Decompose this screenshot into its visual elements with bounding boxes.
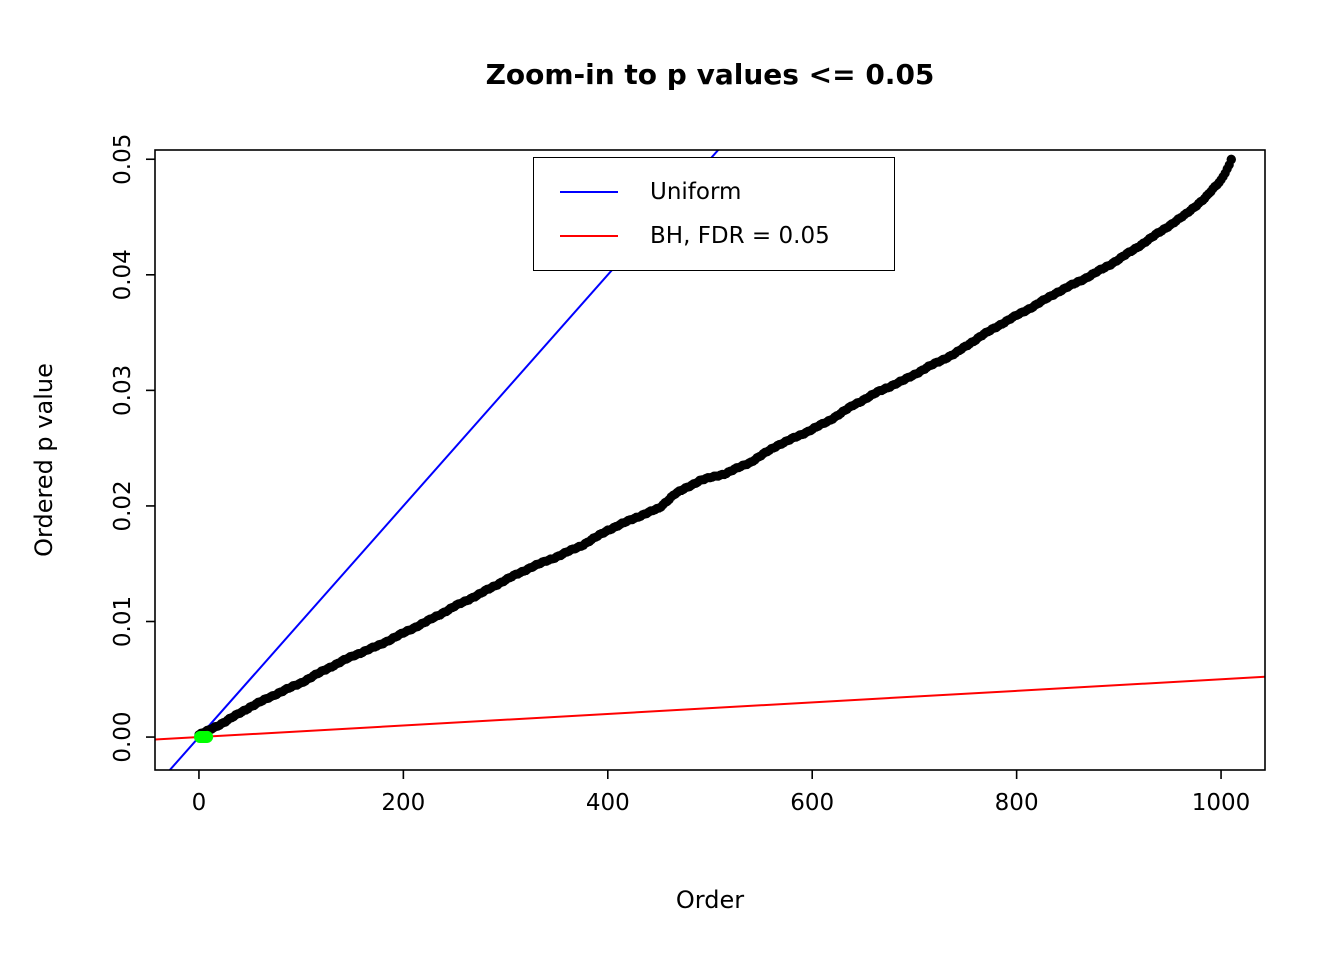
significant-points xyxy=(193,730,214,744)
chart-title: Zoom-in to p values <= 0.05 xyxy=(485,58,935,91)
legend-item-bh: BH, FDR = 0.05 xyxy=(534,219,894,253)
y-tick-label: 0.01 xyxy=(110,596,136,647)
legend-label-uniform: Uniform xyxy=(650,179,742,205)
x-tick-label: 800 xyxy=(995,790,1039,816)
y-tick-label: 0.00 xyxy=(110,711,136,762)
x-tick-label: 0 xyxy=(192,790,207,816)
x-axis: 0 200 400 600 800 1000 xyxy=(192,770,1251,816)
legend-label-bh: BH, FDR = 0.05 xyxy=(650,223,830,249)
x-tick-label: 1000 xyxy=(1192,790,1251,816)
x-tick-label: 200 xyxy=(381,790,425,816)
x-axis-label: Order xyxy=(675,886,745,914)
bh-threshold-line xyxy=(155,675,1265,741)
y-tick-label: 0.05 xyxy=(110,134,136,185)
y-tick-label: 0.04 xyxy=(110,249,136,300)
y-tick-label: 0.03 xyxy=(110,365,136,416)
uniform-line-swatch xyxy=(560,191,618,193)
y-axis-label: Ordered p value xyxy=(30,363,58,557)
ordered-pvalue-points xyxy=(194,154,1236,740)
legend-item-uniform: Uniform xyxy=(534,175,894,209)
legend: Uniform BH, FDR = 0.05 xyxy=(533,157,895,271)
y-axis: 0.00 0.01 0.02 0.03 0.04 0.05 xyxy=(110,134,155,763)
plot-box xyxy=(154,149,1266,771)
bh-line-swatch xyxy=(560,235,618,237)
plot-area xyxy=(155,150,1265,770)
y-tick-label: 0.02 xyxy=(110,480,136,531)
x-tick-label: 400 xyxy=(586,790,630,816)
x-tick-label: 600 xyxy=(790,790,834,816)
